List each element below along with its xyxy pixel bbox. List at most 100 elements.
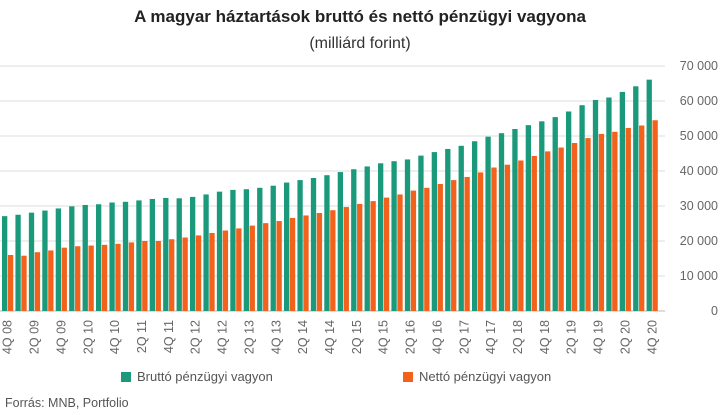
bar-brutto	[472, 141, 478, 311]
bar-netto	[464, 176, 470, 311]
x-tick-label: 2Q 17	[457, 320, 471, 354]
bar-netto	[316, 213, 323, 311]
bar-netto	[652, 120, 658, 311]
y-tick-label: 20 000	[680, 234, 718, 248]
bar-brutto	[498, 133, 505, 311]
bar-brutto	[619, 91, 626, 312]
bar-brutto	[552, 117, 558, 311]
bar-brutto	[351, 169, 357, 311]
bar-brutto	[310, 178, 317, 311]
bars	[2, 79, 658, 312]
bar-brutto	[646, 79, 652, 312]
bar-brutto	[55, 208, 62, 311]
bar-brutto	[606, 97, 612, 311]
x-tick-label: 4Q 13	[269, 320, 283, 354]
bar-netto	[531, 155, 537, 311]
bar-brutto	[525, 125, 532, 312]
bar-netto	[48, 250, 54, 311]
legend-item-brutto: Bruttó pénzügyi vagyon	[121, 369, 273, 384]
x-tick-label: 4Q 16	[430, 320, 444, 354]
bar-brutto	[163, 197, 169, 311]
bar-brutto	[418, 155, 424, 311]
bar-brutto	[149, 199, 156, 311]
bar-brutto	[284, 182, 290, 311]
bar-brutto	[592, 99, 599, 311]
x-tick-label: 4Q 18	[538, 320, 552, 354]
bar-netto	[289, 217, 296, 311]
bar-netto	[276, 221, 282, 311]
x-tick-label: 2Q 12	[189, 320, 203, 354]
x-tick-label: 4Q 14	[323, 320, 337, 354]
x-axis-ticks: 4Q 08 2Q 09 4Q 09 2Q 10 4Q 10 2Q 11 4Q 11 2Q 12…	[1, 320, 660, 354]
bar-netto	[477, 172, 484, 311]
bar-brutto	[337, 172, 344, 311]
bar-brutto	[190, 196, 196, 311]
x-tick-label: 4Q 09	[54, 320, 68, 354]
bar-netto	[169, 239, 175, 311]
bar-brutto	[391, 161, 397, 311]
y-tick-label: 60 000	[680, 94, 718, 108]
y-tick-label: 70 000	[680, 59, 718, 73]
bar-brutto	[539, 121, 545, 311]
bar-netto	[236, 228, 242, 311]
chart-subtitle: (milliárd forint)	[309, 35, 411, 52]
bar-brutto	[512, 129, 518, 311]
bar-netto	[195, 235, 202, 311]
bar-netto	[222, 230, 229, 311]
bar-brutto	[458, 145, 464, 311]
bar-netto	[128, 242, 135, 311]
bar-netto	[558, 147, 564, 311]
legend-item-netto: Nettó pénzügyi vagyon	[403, 369, 551, 384]
x-tick-label: 2Q 15	[350, 320, 364, 354]
bar-netto	[585, 138, 591, 311]
bar-netto	[142, 241, 148, 311]
bar-brutto	[431, 152, 438, 311]
x-tick-label: 2Q 20	[618, 320, 632, 354]
y-tick-label: 0	[711, 304, 718, 318]
bar-netto	[518, 160, 524, 311]
bar-brutto	[136, 200, 142, 311]
y-tick-label: 10 000	[680, 269, 718, 283]
legend-swatch-brutto	[121, 371, 131, 382]
x-tick-label: 2Q 18	[511, 320, 525, 354]
bar-netto	[303, 215, 309, 311]
legend-label-netto: Nettó pénzügyi vagyon	[419, 369, 552, 384]
bar-brutto	[633, 86, 639, 311]
bar-brutto	[445, 148, 451, 311]
x-tick-label: 4Q 15	[377, 320, 391, 354]
bar-brutto	[176, 198, 182, 311]
bar-netto	[612, 131, 618, 311]
bar-netto	[115, 243, 121, 311]
bar-brutto	[297, 180, 303, 311]
bar-brutto	[364, 166, 370, 311]
bar-netto	[598, 133, 605, 311]
x-tick-label: 2Q 19	[565, 320, 579, 354]
x-tick-label: 4Q 19	[592, 320, 606, 354]
x-tick-label: 4Q 10	[108, 320, 122, 354]
legend-label-brutto: Bruttó pénzügyi vagyon	[137, 369, 273, 384]
bar-brutto	[257, 187, 263, 311]
x-tick-label: 4Q 12	[216, 320, 230, 354]
bar-netto	[88, 245, 94, 311]
bar-brutto	[485, 136, 491, 311]
legend-swatch-netto	[403, 371, 413, 382]
bar-netto	[491, 167, 497, 311]
bar-brutto	[42, 210, 48, 311]
bar-brutto	[2, 216, 8, 311]
bar-netto	[571, 143, 578, 311]
bar-brutto	[378, 163, 384, 311]
bar-netto	[639, 125, 645, 311]
bar-brutto	[243, 189, 250, 311]
bar-brutto	[216, 191, 223, 311]
bar-brutto	[566, 111, 572, 311]
x-tick-label: 2Q 11	[135, 320, 149, 353]
bar-netto	[182, 237, 188, 311]
x-tick-label: 2Q 16	[404, 320, 418, 354]
bar-brutto	[96, 204, 102, 311]
x-tick-label: 4Q 20	[645, 320, 659, 354]
bar-netto	[357, 203, 363, 311]
bar-brutto	[230, 189, 236, 311]
bar-netto	[75, 246, 81, 311]
bar-netto	[155, 241, 161, 311]
y-tick-label: 30 000	[680, 199, 718, 213]
